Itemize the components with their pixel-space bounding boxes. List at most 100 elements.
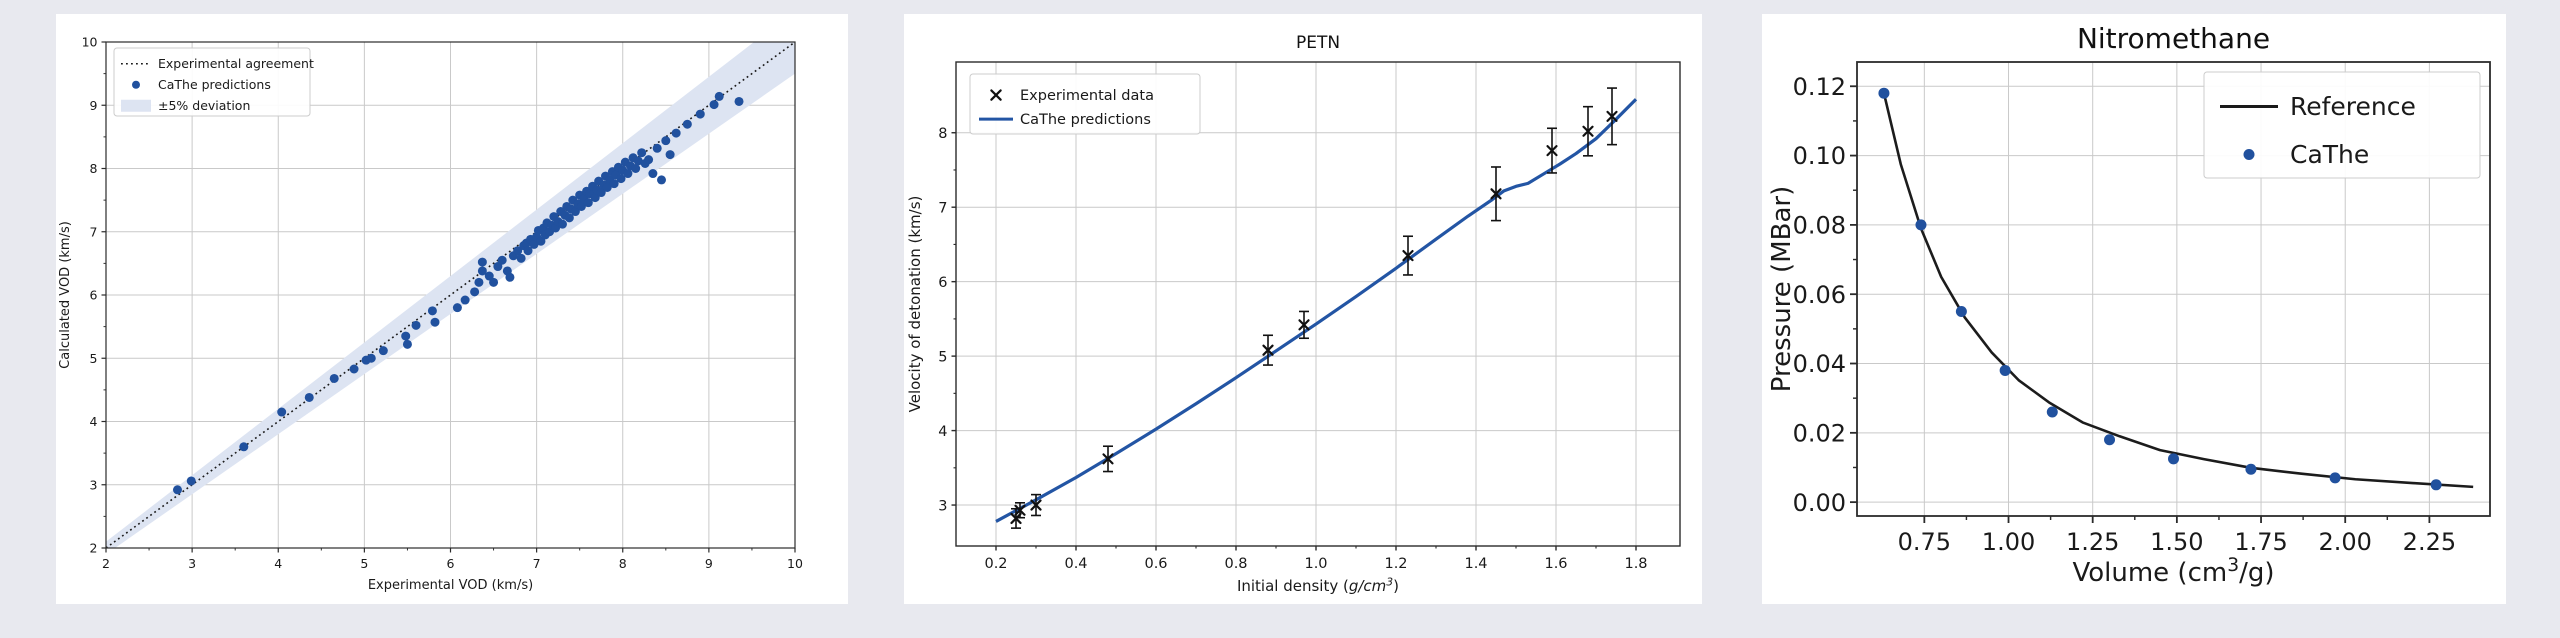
y-tick-label: 5 <box>90 351 98 366</box>
experimental-marker <box>1582 125 1594 137</box>
scatter-point <box>623 169 633 179</box>
legend-box <box>113 47 311 117</box>
x-tick-label: 1.6 <box>1544 556 1567 572</box>
experimental-marker <box>1014 504 1026 516</box>
x-tick-label: 6 <box>447 556 455 571</box>
cathe-point <box>1999 364 2011 376</box>
legend-label: CaThe predictions <box>1020 112 1151 128</box>
y-tick-label: 5 <box>938 349 947 365</box>
legend-label: Experimental data <box>1020 88 1154 104</box>
plot-frame <box>955 61 1681 547</box>
y-axis-label: Velocity of detonation (km/s) <box>906 196 924 413</box>
scatter-point <box>304 392 314 402</box>
cathe-point <box>1955 306 1967 318</box>
scatter-point <box>652 143 662 153</box>
plot-frame <box>1856 61 2491 517</box>
y-tick-label: 8 <box>938 126 947 142</box>
y-tick-label: 0.02 <box>1793 419 1846 447</box>
x-tick-label: 2 <box>102 556 110 571</box>
experimental-marker <box>1606 110 1618 122</box>
x-tick-label: 4 <box>274 556 282 571</box>
cathe-point <box>2168 453 2179 465</box>
scatter-point <box>682 119 692 129</box>
legend-label: Reference <box>2290 92 2416 121</box>
scatter-point <box>505 272 515 282</box>
scatter-point <box>590 193 600 203</box>
y-tick-label: 3 <box>938 498 947 514</box>
parity-plot-card: 2 3 4 5 6 7 8 9 10 2 3 4 5 6 7 8 9 10 Experimental VOD (km… <box>56 14 848 604</box>
scatter-point <box>714 91 724 101</box>
petn-chart: 0.2 0.4 0.6 0.8 1.0 1.2 1.4 1.6 1.8 3 4 5 6 7 8 PETN Ini… <box>906 33 1681 595</box>
experimental-marker <box>1490 188 1502 200</box>
x-tick-label: 0.8 <box>1224 556 1247 572</box>
scatter-point <box>633 156 643 166</box>
x-tick-label: 1.50 <box>2150 528 2203 556</box>
chart-title: Nitromethane <box>2077 22 2270 55</box>
scatter-point <box>239 442 249 452</box>
scatter-point <box>536 236 546 246</box>
x-tick-label: 2.00 <box>2318 528 2371 556</box>
scatter-point <box>616 174 626 184</box>
cathe-point <box>2329 472 2341 484</box>
scatter-point <box>529 239 539 249</box>
scatter-point <box>497 255 507 265</box>
nitromethane-card: 0.75 1.00 1.25 1.50 1.75 2.00 2.25 0.00 0.02 0.04… <box>1762 14 2506 604</box>
y-tick-label: 10 <box>82 35 98 50</box>
scatter-point <box>489 277 499 287</box>
experimental-marker <box>1262 344 1274 356</box>
x-tick-label: 0.6 <box>1144 556 1167 572</box>
x-tick-label: 1.00 <box>1982 528 2035 556</box>
experimental-marker <box>1546 145 1558 157</box>
scatter-point <box>661 136 671 146</box>
y-tick-label: 0.10 <box>1793 142 1846 170</box>
scatter-point <box>576 201 586 211</box>
x-axis-label: Initial density (g/cm3) <box>1237 575 1399 595</box>
scatter-point <box>474 277 484 287</box>
scatter-point <box>349 364 359 374</box>
scatter-point <box>460 295 470 305</box>
y-tick-label: 7 <box>90 224 98 239</box>
y-axis-label: Calculated VOD (km/s) <box>58 221 73 369</box>
cathe-point <box>2104 434 2116 446</box>
experimental-marker <box>1102 453 1114 465</box>
scatter-point <box>637 148 647 158</box>
scatter-point <box>631 164 641 173</box>
scatter-point <box>493 262 503 272</box>
x-tick-label: 0.4 <box>1064 556 1087 572</box>
legend-box <box>2203 71 2481 179</box>
experimental-marker <box>1298 319 1310 331</box>
petn-card: 0.2 0.4 0.6 0.8 1.0 1.2 1.4 1.6 1.8 3 4 5 6 7 8 PETN Ini… <box>904 14 1702 604</box>
y-tick-label: 3 <box>90 477 98 492</box>
scatter-point <box>709 100 719 110</box>
scatter-point <box>648 169 658 179</box>
x-axis-label: Volume (cm3/g) <box>2072 555 2274 588</box>
scatter-point <box>329 373 339 383</box>
y-axis-label: Pressure (MBar) <box>1767 186 1797 392</box>
y-tick-label: 6 <box>938 275 947 291</box>
y-tick-label: 6 <box>90 288 98 303</box>
scatter-point <box>644 155 654 165</box>
cathe-point <box>2245 463 2257 475</box>
scatter-point <box>477 266 487 276</box>
x-tick-label: 1.0 <box>1304 556 1327 572</box>
x-tick-label: 9 <box>705 556 713 571</box>
y-tick-label: 0.12 <box>1793 73 1846 101</box>
scatter-point <box>470 287 480 297</box>
y-tick-label: 0.00 <box>1793 489 1846 517</box>
x-tick-label: 3 <box>188 556 196 571</box>
scatter-point <box>609 179 619 189</box>
y-tick-label: 8 <box>90 161 98 176</box>
scatter-point <box>564 213 574 223</box>
x-axis-label: Experimental VOD (km/s) <box>368 578 533 593</box>
legend-x-marker-swatch <box>990 89 1002 101</box>
scatter-point <box>513 246 523 256</box>
legend-band-swatch <box>121 99 151 112</box>
scatter-point <box>602 182 612 192</box>
scatter-point <box>734 96 744 106</box>
legend-dot-swatch <box>132 80 140 89</box>
y-tick-label: 7 <box>938 200 947 216</box>
prediction-line <box>995 98 1638 523</box>
scatter-point <box>186 476 196 486</box>
x-tick-label: 1.25 <box>2066 528 2119 556</box>
cathe-point <box>2046 406 2058 418</box>
